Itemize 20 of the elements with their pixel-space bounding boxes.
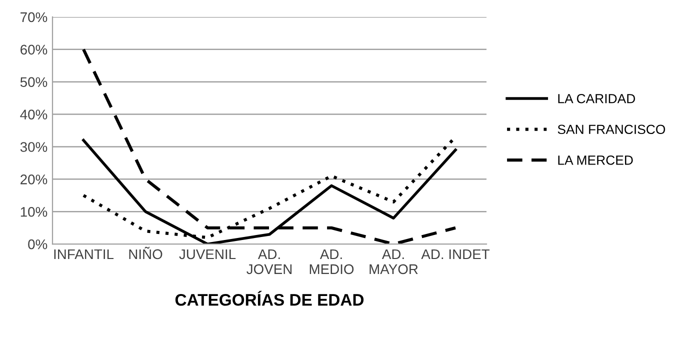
y-tick-label: 0% [28,239,48,250]
line-series [82,48,458,244]
y-tick-label: 70% [20,12,48,22]
x-tick-label: JUVENIL [179,249,236,260]
x-tick-label: AD. JOVEN [246,249,292,274]
legend-label: SAN FRANCISCO [558,124,666,134]
x-tick-label: AD. MAYOR [370,249,418,274]
y-tick-label: 30% [20,142,48,152]
y-tick-label: 40% [20,110,48,120]
y-tick-label: 10% [20,206,48,217]
x-tick-label: AD. MEDIO [310,249,354,274]
legend-label: LA CARIDAD [558,94,636,104]
x-tick-label: NIÑO [129,246,162,260]
y-tick-label: 60% [20,44,48,55]
y-tick-label: 50% [20,77,48,88]
legend-label: LA MERCED [558,155,633,165]
x-tick-label: AD. INDET [421,249,490,260]
y-tick-label: 20% [20,174,48,184]
x-tick-label: INFANTIL [54,249,114,260]
x-axis-title: CATEGORÍAS DE EDAD [175,290,364,306]
